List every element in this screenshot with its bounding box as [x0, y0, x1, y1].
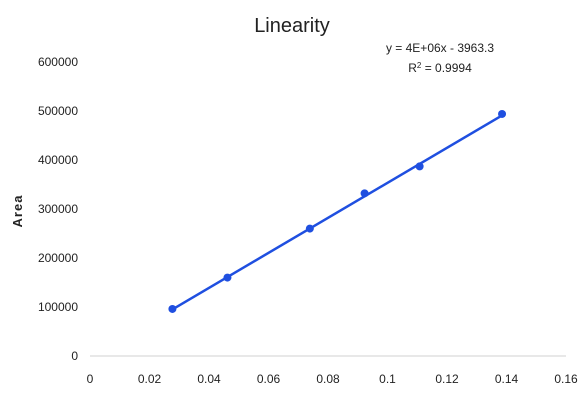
- y-tick-label: 200000: [38, 251, 78, 265]
- y-tick-label: 500000: [38, 104, 78, 118]
- x-tick-label: 0.08: [316, 372, 340, 386]
- data-point: [168, 304, 177, 313]
- y-axis-label: Area: [10, 195, 25, 228]
- data-point: [415, 162, 424, 171]
- x-tick-label: 0.16: [554, 372, 578, 386]
- data-point: [223, 273, 232, 282]
- r-squared-label: R2 = 0.9994: [408, 61, 472, 76]
- trendline-equation: y = 4E+06x - 3963.3: [386, 41, 494, 55]
- x-tick-label: 0.04: [197, 372, 221, 386]
- y-tick-label: 300000: [38, 202, 78, 216]
- y-tick-label: 400000: [38, 153, 78, 167]
- data-point: [498, 109, 507, 118]
- data-points: [168, 109, 507, 313]
- x-tick-labels: 0 0.02 0.04 0.06 0.08 0.1 0.12 0.14 0.16: [87, 372, 578, 386]
- x-tick-label: 0.14: [495, 372, 519, 386]
- x-tick-label: 0: [87, 372, 94, 386]
- x-tick-label: 0.06: [257, 372, 281, 386]
- trendline-path: [171, 114, 503, 311]
- y-tick-label: 600000: [38, 55, 78, 69]
- x-tick-label: 0.12: [435, 372, 459, 386]
- data-point: [360, 189, 369, 198]
- trendline: [171, 114, 503, 311]
- y-tick-labels: 0 100000 200000 300000 400000 500000 600000: [38, 55, 78, 363]
- data-point: [305, 224, 314, 233]
- chart-title: Linearity: [254, 15, 330, 37]
- x-tick-label: 0.1: [379, 372, 396, 386]
- x-tick-label: 0.02: [138, 372, 162, 386]
- y-tick-label: 0: [71, 349, 78, 363]
- y-tick-label: 100000: [38, 300, 78, 314]
